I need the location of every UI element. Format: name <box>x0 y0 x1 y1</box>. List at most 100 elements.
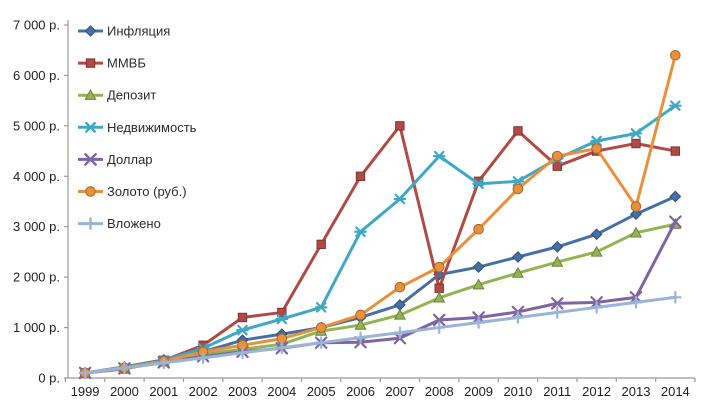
x-tick-label: 2009 <box>464 384 493 399</box>
legend-label: Доллар <box>107 152 153 167</box>
marker-diamond-icon <box>472 261 485 273</box>
marker-plus-icon <box>511 311 525 324</box>
y-tick-label: 7 000 р. <box>13 18 60 33</box>
marker-square-icon <box>395 121 405 131</box>
legend-label: Вложено <box>107 216 161 231</box>
marker-circle-icon <box>85 186 96 197</box>
marker-star-icon <box>669 100 682 111</box>
marker-plus-icon <box>629 296 643 309</box>
legend-item-1: ММВБ <box>78 56 146 71</box>
marker-triangle-icon <box>551 255 564 267</box>
x-tick-label: 2003 <box>228 384 257 399</box>
marker-triangle-icon <box>511 266 524 278</box>
marker-square-icon <box>316 239 326 250</box>
marker-star-icon <box>84 121 97 133</box>
marker-plus-icon <box>393 326 407 339</box>
marker-circle-icon <box>512 183 524 195</box>
marker-plus-icon <box>590 301 603 314</box>
marker-star-icon <box>472 178 485 190</box>
marker-diamond-icon <box>669 190 682 203</box>
y-tick-label: 4 000 р. <box>13 169 60 184</box>
series-5-line <box>83 53 677 375</box>
marker-x-icon <box>432 313 446 327</box>
legend-label: Инфляция <box>107 24 170 39</box>
marker-circle-icon <box>473 223 484 235</box>
marker-square-icon <box>355 171 366 181</box>
marker-triangle-icon <box>393 308 406 320</box>
y-tick-label: 1 000 р. <box>13 320 60 335</box>
marker-triangle-icon <box>433 291 446 303</box>
marker-star-icon <box>511 176 525 187</box>
marker-diamond-icon <box>551 240 564 253</box>
series-3-line <box>83 104 677 375</box>
marker-triangle-icon <box>629 226 643 238</box>
x-tick-label: 2001 <box>149 384 178 399</box>
marker-x-icon <box>550 297 564 310</box>
x-tick-label: 2014 <box>661 384 690 399</box>
series-4-line <box>83 220 677 375</box>
marker-circle-icon <box>551 150 563 162</box>
x-tick-label: 2005 <box>307 384 336 399</box>
marker-star-icon <box>354 226 367 238</box>
marker-triangle-icon <box>472 278 485 290</box>
y-tick-label: 6 000 р. <box>13 68 60 83</box>
legend-label: ММВБ <box>107 56 146 71</box>
marker-circle-icon <box>670 49 681 61</box>
marker-square-icon <box>237 312 248 323</box>
marker-plus-icon <box>354 331 367 344</box>
marker-diamond-icon <box>630 208 642 221</box>
marker-circle-icon <box>355 309 366 321</box>
marker-square-icon <box>434 283 444 293</box>
marker-plus-icon <box>669 291 682 304</box>
marker-circle-icon <box>315 322 327 333</box>
x-tick-label: 2007 <box>385 384 414 399</box>
marker-star-icon <box>432 150 446 162</box>
x-tick-label: 2012 <box>582 384 611 399</box>
marker-triangle-icon <box>590 245 603 257</box>
x-tick-label: 2010 <box>503 384 532 399</box>
x-tick-label: 1999 <box>71 384 100 399</box>
marker-square-icon <box>277 307 287 318</box>
legend-item-6: Вложено <box>78 216 161 231</box>
legend-label: Золото (руб.) <box>107 184 187 199</box>
y-tick-label: 2 000 р. <box>13 270 60 285</box>
marker-diamond-icon <box>590 228 603 241</box>
y-tick-label: 5 000 р. <box>13 118 60 133</box>
marker-star-icon <box>314 302 328 313</box>
marker-square-icon <box>513 126 523 136</box>
marker-x-icon <box>669 215 682 228</box>
x-tick-label: 2000 <box>110 384 139 399</box>
legend-item-3: Недвижимость <box>78 120 197 135</box>
marker-plus-icon <box>157 356 171 370</box>
marker-square-icon <box>631 138 641 149</box>
marker-star-icon <box>236 324 249 336</box>
x-tick-label: 2004 <box>267 384 296 399</box>
marker-plus-icon <box>472 316 485 329</box>
marker-triangle-icon <box>354 318 367 330</box>
marker-plus-icon <box>196 351 210 365</box>
x-tick-label: 2011 <box>543 384 571 399</box>
marker-plus-icon <box>432 321 446 334</box>
marker-triangle-icon <box>84 88 97 100</box>
marker-diamond-icon <box>84 25 97 37</box>
marker-plus-icon <box>78 366 92 380</box>
legend-item-5: Золото (руб.) <box>78 184 187 199</box>
marker-plus-icon <box>314 336 328 349</box>
marker-square-icon <box>85 58 96 68</box>
marker-star-icon <box>629 128 643 139</box>
marker-plus-icon <box>84 217 97 231</box>
x-tick-label: 2013 <box>622 384 651 399</box>
series-0-line <box>83 194 677 375</box>
legend-item-4: Доллар <box>78 152 153 167</box>
marker-star-icon <box>590 135 603 147</box>
legend-item-0: Инфляция <box>78 24 170 39</box>
y-tick-label: 0 р. <box>38 371 60 386</box>
marker-plus-icon <box>236 346 249 360</box>
y-tick-label: 3 000 р. <box>13 219 60 234</box>
marker-circle-icon <box>433 261 445 273</box>
marker-x-icon <box>84 152 97 166</box>
marker-circle-icon <box>630 201 642 212</box>
series-6-line <box>83 295 677 375</box>
